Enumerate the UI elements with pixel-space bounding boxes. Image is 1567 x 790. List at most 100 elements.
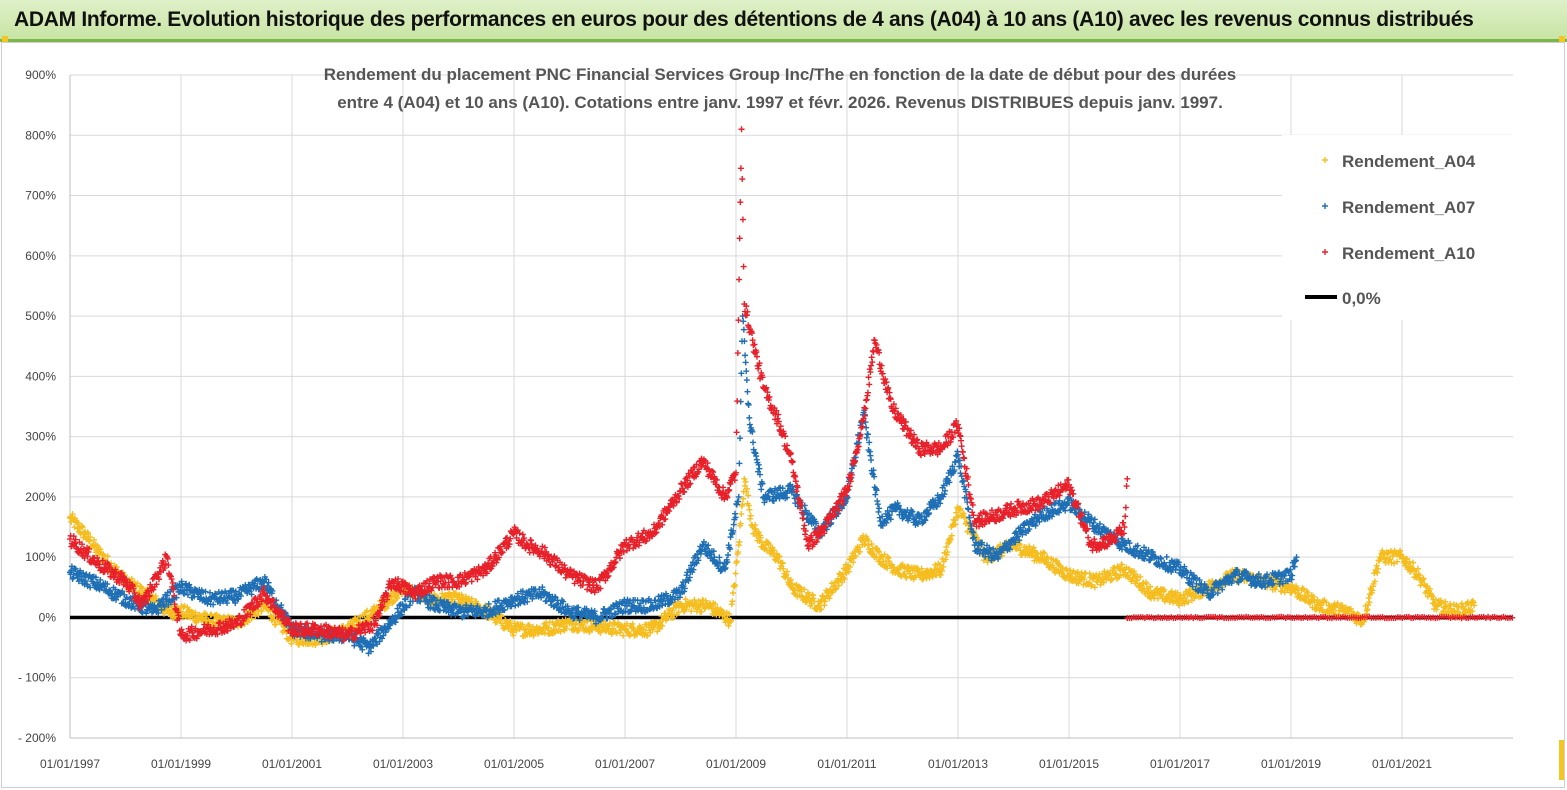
point-a04 <box>383 605 390 612</box>
point-a04 <box>178 608 184 615</box>
point-a04 <box>726 610 733 617</box>
point-a07 <box>744 388 751 395</box>
point-a04 <box>698 608 705 615</box>
corner-mark <box>1559 740 1564 780</box>
x-tick-label: 01/01/1999 <box>151 757 211 771</box>
point-a04 <box>85 530 92 537</box>
point-a04 <box>874 547 881 554</box>
point-a07 <box>742 359 749 366</box>
point-a04 <box>563 625 570 632</box>
point-a04 <box>364 607 371 614</box>
y-tick-label: 0% <box>39 610 57 624</box>
point-a04 <box>729 598 736 605</box>
point-a04 <box>683 606 690 613</box>
point-a04 <box>134 580 141 587</box>
point-a07 <box>965 506 972 513</box>
banner-title: ADAM Informe. Evolution historique des p… <box>14 8 1474 31</box>
y-tick-label: 200% <box>25 490 56 504</box>
point-a04 <box>390 598 397 605</box>
point-a04 <box>248 615 255 622</box>
x-tick-label: 01/01/1997 <box>40 757 100 771</box>
point-a04 <box>818 606 825 613</box>
point-a04 <box>884 565 891 572</box>
point-a04 <box>723 616 730 623</box>
point-a04 <box>741 475 748 482</box>
point-a04 <box>613 630 620 637</box>
point-a07 <box>736 460 743 467</box>
point-a04 <box>735 549 742 556</box>
point-a07 <box>756 465 763 472</box>
corner-mark <box>2 36 8 42</box>
x-tick-label: 01/01/2021 <box>1372 757 1432 771</box>
corner-mark <box>1559 36 1565 42</box>
point-a04 <box>659 622 666 629</box>
point-a04 <box>608 631 615 638</box>
point-a04 <box>787 576 794 583</box>
point-a04 <box>87 534 94 541</box>
point-a04 <box>789 580 796 587</box>
point-a04 <box>847 563 854 570</box>
point-a04 <box>779 560 786 567</box>
x-tick-label: 01/01/2019 <box>1261 757 1321 771</box>
point-a04 <box>288 640 295 647</box>
point-a04 <box>272 621 279 628</box>
x-tick-label: 01/01/2003 <box>373 757 433 771</box>
point-a04 <box>449 596 456 603</box>
point-a04 <box>742 478 749 485</box>
point-a04 <box>104 553 111 560</box>
point-a04 <box>739 501 746 508</box>
x-tick-label: 01/01/2009 <box>706 757 766 771</box>
point-a04 <box>740 495 747 502</box>
x-tick-label: 01/01/2017 <box>1150 757 1210 771</box>
point-a04 <box>258 608 265 615</box>
point-a04 <box>75 520 82 527</box>
series-a10 <box>67 126 1131 644</box>
point-a04 <box>669 607 676 614</box>
y-tick-label: 600% <box>25 249 56 263</box>
point-a04 <box>688 608 695 615</box>
x-tick-label: 01/01/2007 <box>595 757 655 771</box>
point-a07 <box>742 352 749 359</box>
point-a04 <box>728 617 735 624</box>
point-a04 <box>712 601 719 608</box>
point-a04 <box>669 615 676 622</box>
point-a04 <box>192 609 199 616</box>
point-a04 <box>743 485 750 492</box>
point-a04 <box>736 539 743 546</box>
point-a04 <box>852 553 859 560</box>
point-a04 <box>388 593 395 600</box>
point-a04 <box>185 607 192 614</box>
point-a07 <box>750 439 757 446</box>
x-axis-ticks: 01/01/1997 01/01/1999 01/01/2001 01/01/2003… <box>40 757 1432 771</box>
point-a04 <box>835 582 842 589</box>
y-tick-label: 400% <box>25 369 56 383</box>
point-a04 <box>526 621 533 628</box>
point-a04 <box>730 590 737 597</box>
point-a04 <box>682 596 689 603</box>
point-a10 <box>519 531 526 538</box>
point-a04 <box>79 524 86 531</box>
y-tick-label: 800% <box>25 128 56 142</box>
point-a04 <box>492 619 499 626</box>
point-a04 <box>765 541 772 548</box>
point-a04 <box>160 610 167 617</box>
point-a07 <box>876 505 883 512</box>
point-a04 <box>745 492 752 499</box>
x-tick-label: 01/01/2011 <box>817 757 876 771</box>
point-a04 <box>784 568 791 575</box>
point-a07 <box>737 435 744 442</box>
point-a04 <box>841 576 848 583</box>
point-a04 <box>519 621 526 628</box>
point-a04 <box>647 629 654 636</box>
point-a04 <box>780 565 787 572</box>
point-a04 <box>361 612 368 619</box>
point-a04 <box>620 632 627 639</box>
x-tick-label: 01/01/2005 <box>484 757 544 771</box>
point-a04 <box>878 553 885 560</box>
y-tick-label: - 200% <box>18 731 56 745</box>
point-a04 <box>513 627 520 634</box>
point-a04 <box>757 534 764 541</box>
x-tick-label: 01/01/2013 <box>928 757 988 771</box>
y-tick-label: 100% <box>25 550 56 564</box>
